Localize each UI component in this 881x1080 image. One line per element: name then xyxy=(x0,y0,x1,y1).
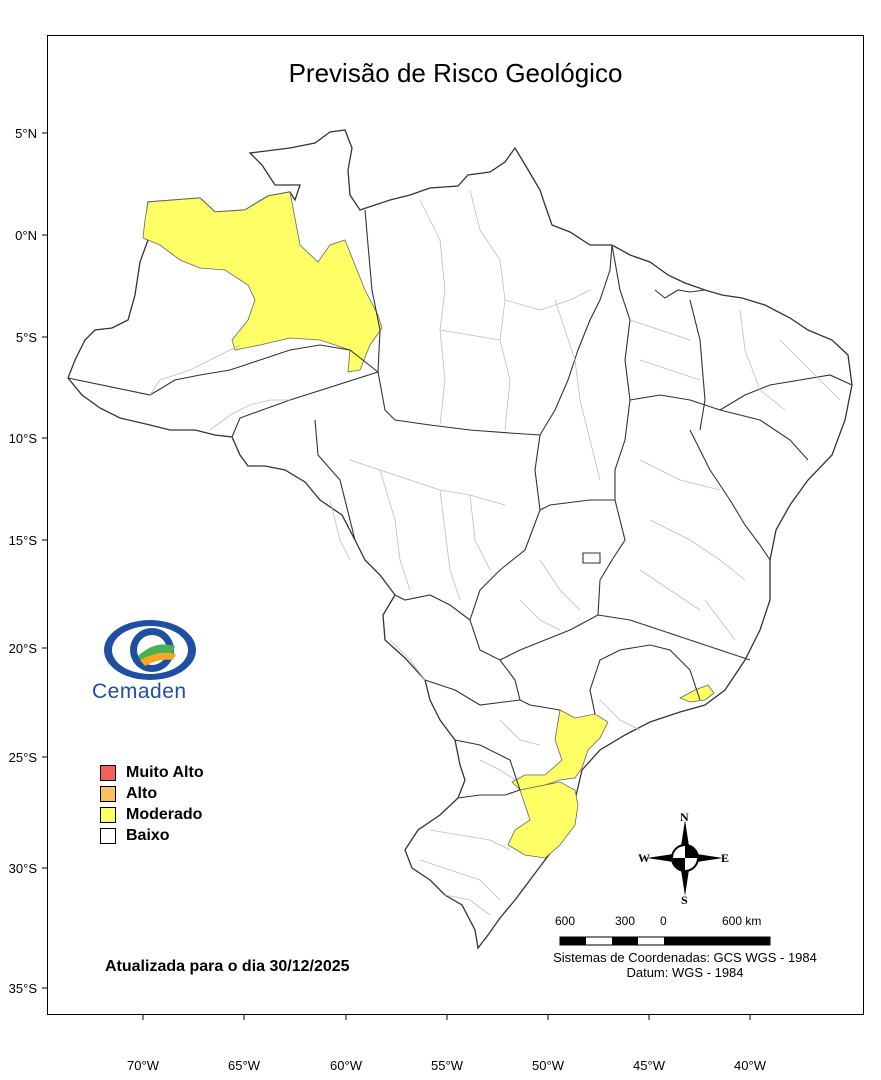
cemaden-logo-text: Cemaden xyxy=(92,680,187,703)
lon-tick-label: 70°W xyxy=(127,1058,159,1073)
moderate-area-santa-catarina xyxy=(507,781,579,859)
lat-tick-label: 30°S xyxy=(8,861,37,876)
legend-item-baixo: Baixo xyxy=(100,825,204,846)
lat-tick-label: 25°S xyxy=(8,750,37,765)
state-borders xyxy=(67,209,853,799)
scale-label: 0 xyxy=(660,914,667,928)
legend-item-muito-alto: Muito Alto xyxy=(100,762,204,783)
legend-label: Moderado xyxy=(126,805,203,823)
credits-line-2: Datum: WGS - 1984 xyxy=(626,965,744,980)
legend-swatch xyxy=(100,764,116,781)
compass-south-label: S xyxy=(681,893,688,907)
lon-tick-label: 40°W xyxy=(734,1058,766,1073)
lat-tick-label: 5°S xyxy=(15,330,37,345)
moderate-area-parana xyxy=(511,709,609,791)
lon-tick-label: 45°W xyxy=(633,1058,665,1073)
moderate-risk-areas xyxy=(142,191,715,859)
moderate-area-rio xyxy=(679,684,715,703)
lat-tick-label: 35°S xyxy=(8,981,37,996)
scale-labels: 600 300 0 600 km xyxy=(555,914,775,930)
update-date-text: Atualizada para o dia 30/12/2025 xyxy=(105,958,350,975)
compass-east-label: E xyxy=(721,851,730,865)
legend-swatch xyxy=(100,785,116,802)
lat-tick-label: 10°S xyxy=(8,431,37,446)
legend: Muito Alto Alto Moderado Baixo xyxy=(100,762,204,846)
regional-borders xyxy=(149,189,841,916)
axis-ticks xyxy=(42,132,751,1020)
lat-tick-label: 15°S xyxy=(8,533,37,548)
legend-item-moderado: Moderado xyxy=(100,804,204,825)
legend-item-alto: Alto xyxy=(100,783,204,804)
credits-line-1: Sistemas de Coordenadas: GCS WGS - 1984 xyxy=(553,950,817,965)
compass-rose-icon xyxy=(647,820,723,896)
scale-label: 300 xyxy=(615,914,636,928)
legend-swatch xyxy=(100,806,116,823)
scale-label: 600 km xyxy=(722,914,762,928)
legend-label: Alto xyxy=(126,784,158,802)
map-title: Previsão de Risco Geológico xyxy=(288,58,623,88)
scale-bar xyxy=(559,936,771,946)
lon-tick-label: 65°W xyxy=(228,1058,260,1073)
coordinate-credits: Sistemas de Coordenadas: GCS WGS - 1984 … xyxy=(520,950,850,980)
lon-tick-label: 60°W xyxy=(330,1058,362,1073)
scale-label: 600 xyxy=(555,914,576,928)
lon-tick-label: 50°W xyxy=(532,1058,564,1073)
compass-north-label: N xyxy=(680,810,689,824)
cemaden-logo-icon xyxy=(104,620,196,680)
legend-label: Baixo xyxy=(126,826,170,844)
lat-tick-label: 0°N xyxy=(15,228,37,243)
lat-tick-label: 20°S xyxy=(8,641,37,656)
compass-west-label: W xyxy=(638,851,650,865)
lon-tick-label: 55°W xyxy=(431,1058,463,1073)
legend-swatch xyxy=(100,827,116,844)
legend-label: Muito Alto xyxy=(126,763,204,781)
moderate-area-amazonas xyxy=(142,191,383,373)
lat-tick-label: 5°N xyxy=(15,126,37,141)
